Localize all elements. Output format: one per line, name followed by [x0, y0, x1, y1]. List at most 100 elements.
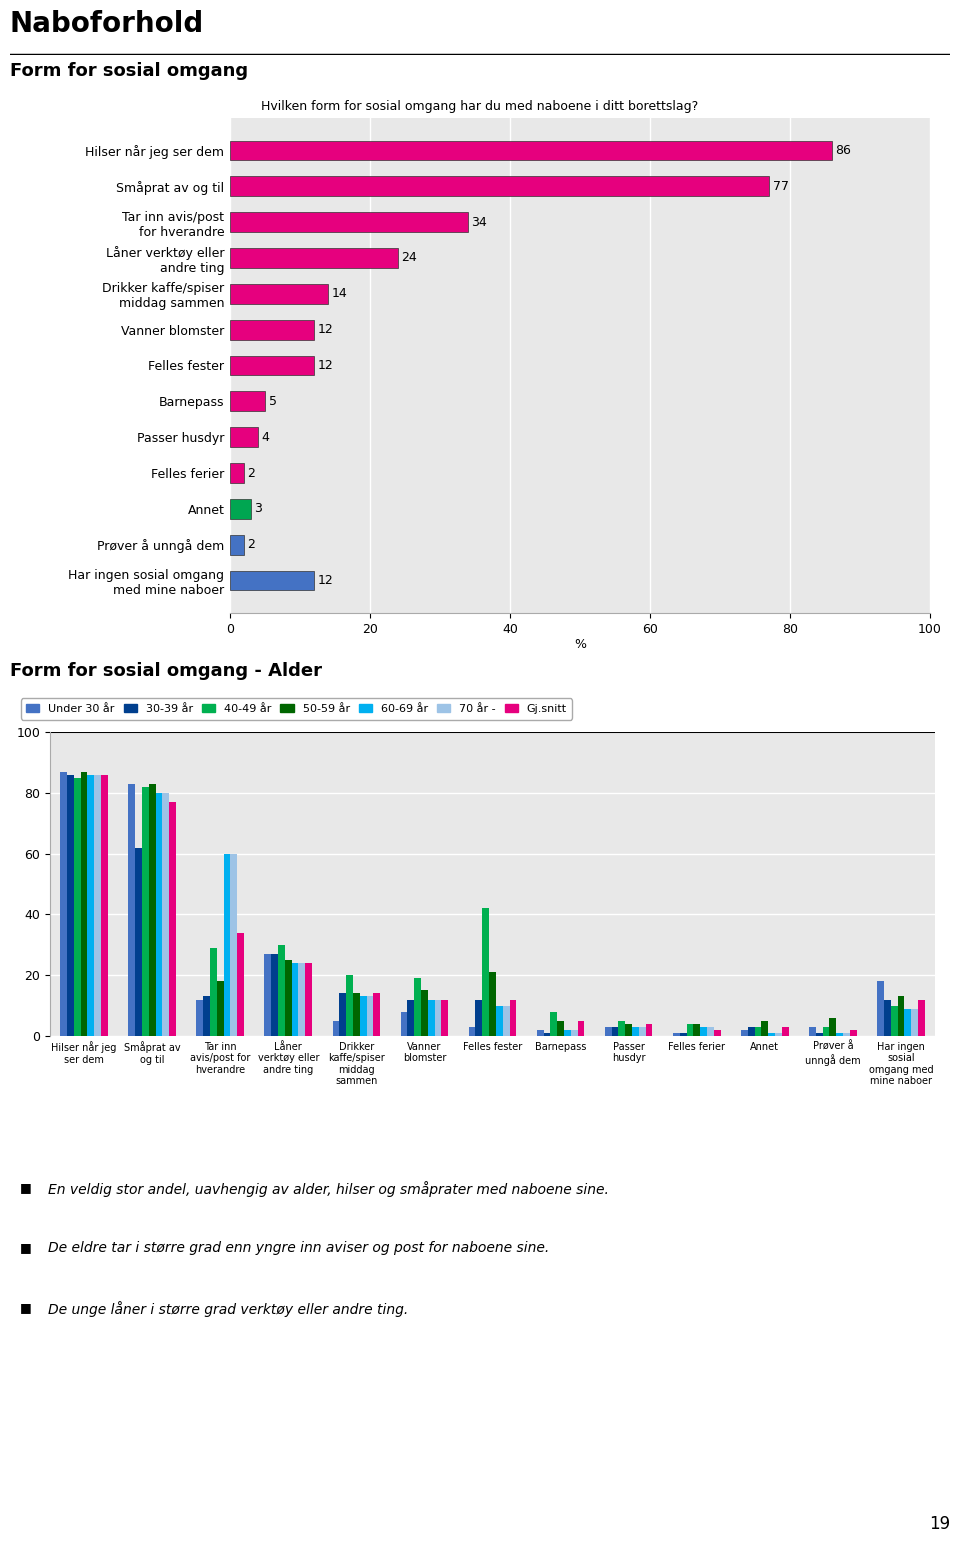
- Bar: [816, 1032, 823, 1035]
- Bar: [680, 1032, 686, 1035]
- Bar: [407, 1000, 414, 1035]
- Bar: [850, 1029, 856, 1035]
- Bar: [550, 1012, 557, 1035]
- Bar: [829, 1018, 836, 1035]
- Bar: [230, 213, 468, 231]
- Bar: [761, 1021, 768, 1035]
- Bar: [618, 1021, 625, 1035]
- Bar: [353, 994, 360, 1035]
- Bar: [781, 1028, 788, 1035]
- Bar: [612, 1028, 618, 1035]
- Text: 14: 14: [331, 287, 348, 301]
- Bar: [421, 991, 428, 1035]
- Bar: [230, 392, 265, 412]
- Text: De eldre tar i større grad enn yngre inn aviser og post for naboene sine.: De eldre tar i større grad enn yngre inn…: [48, 1241, 549, 1254]
- Bar: [898, 997, 904, 1035]
- Bar: [299, 963, 305, 1035]
- Bar: [230, 355, 314, 375]
- Bar: [101, 775, 108, 1035]
- X-axis label: %: %: [574, 639, 586, 651]
- Bar: [503, 1006, 510, 1035]
- Bar: [673, 1032, 680, 1035]
- Bar: [272, 954, 278, 1035]
- Bar: [400, 1012, 407, 1035]
- Bar: [230, 463, 244, 483]
- Bar: [435, 1000, 442, 1035]
- Bar: [217, 981, 224, 1035]
- Bar: [510, 1000, 516, 1035]
- Bar: [87, 775, 94, 1035]
- Bar: [197, 1000, 204, 1035]
- Bar: [224, 853, 230, 1035]
- Bar: [373, 994, 380, 1035]
- Bar: [292, 963, 299, 1035]
- Bar: [741, 1029, 748, 1035]
- Text: Form for sosial omgang: Form for sosial omgang: [10, 62, 248, 80]
- Bar: [230, 284, 328, 304]
- Bar: [537, 1029, 543, 1035]
- Bar: [230, 176, 769, 196]
- Text: 5: 5: [269, 395, 276, 407]
- Text: 12: 12: [318, 360, 333, 372]
- Text: 24: 24: [401, 252, 418, 264]
- Bar: [625, 1025, 632, 1035]
- Bar: [646, 1025, 653, 1035]
- Bar: [557, 1021, 564, 1035]
- Bar: [135, 847, 142, 1035]
- Bar: [204, 997, 210, 1035]
- Bar: [74, 778, 81, 1035]
- Bar: [442, 1000, 448, 1035]
- Bar: [632, 1028, 638, 1035]
- Bar: [809, 1028, 816, 1035]
- Text: ■: ■: [19, 1241, 31, 1254]
- Bar: [360, 997, 367, 1035]
- Bar: [230, 571, 314, 591]
- Bar: [768, 1032, 775, 1035]
- Legend: Under 30 år, 30-39 år, 40-49 år, 50-59 år, 60-69 år, 70 år -, Gj.snitt: Under 30 år, 30-39 år, 40-49 år, 50-59 å…: [20, 699, 572, 719]
- Bar: [230, 140, 832, 160]
- Bar: [755, 1028, 761, 1035]
- Bar: [230, 498, 251, 518]
- Bar: [60, 772, 67, 1035]
- Bar: [686, 1025, 693, 1035]
- Bar: [564, 1029, 571, 1035]
- Text: De unge låner i større grad verktøy eller andre ting.: De unge låner i større grad verktøy elle…: [48, 1301, 408, 1318]
- Bar: [836, 1032, 843, 1035]
- Text: 19: 19: [929, 1515, 950, 1534]
- Text: Form for sosial omgang - Alder: Form for sosial omgang - Alder: [10, 662, 322, 679]
- Bar: [693, 1025, 700, 1035]
- Bar: [578, 1021, 585, 1035]
- Bar: [142, 787, 149, 1035]
- Bar: [475, 1000, 482, 1035]
- Text: 2: 2: [248, 539, 255, 551]
- Text: 12: 12: [318, 574, 333, 588]
- Bar: [230, 248, 398, 268]
- Text: 86: 86: [835, 143, 852, 157]
- Bar: [468, 1028, 475, 1035]
- Bar: [230, 319, 314, 339]
- Bar: [428, 1000, 435, 1035]
- Text: 34: 34: [471, 216, 488, 228]
- Bar: [775, 1032, 781, 1035]
- Bar: [156, 793, 162, 1035]
- Bar: [748, 1028, 755, 1035]
- Bar: [489, 972, 496, 1035]
- Bar: [884, 1000, 891, 1035]
- Bar: [305, 963, 312, 1035]
- Bar: [285, 960, 292, 1035]
- Bar: [264, 954, 272, 1035]
- Text: 77: 77: [773, 179, 788, 193]
- Bar: [707, 1028, 713, 1035]
- Text: En veldig stor andel, uavhengig av alder, hilser og småprater med naboene sine.: En veldig stor andel, uavhengig av alder…: [48, 1180, 609, 1197]
- Bar: [700, 1028, 707, 1035]
- Bar: [237, 932, 244, 1035]
- Bar: [843, 1032, 850, 1035]
- Text: Naboforhold: Naboforhold: [10, 9, 204, 39]
- Bar: [543, 1032, 550, 1035]
- Bar: [67, 775, 74, 1035]
- Text: ■: ■: [19, 1180, 31, 1194]
- Bar: [496, 1006, 503, 1035]
- Bar: [347, 975, 353, 1035]
- Bar: [94, 775, 101, 1035]
- Bar: [339, 994, 347, 1035]
